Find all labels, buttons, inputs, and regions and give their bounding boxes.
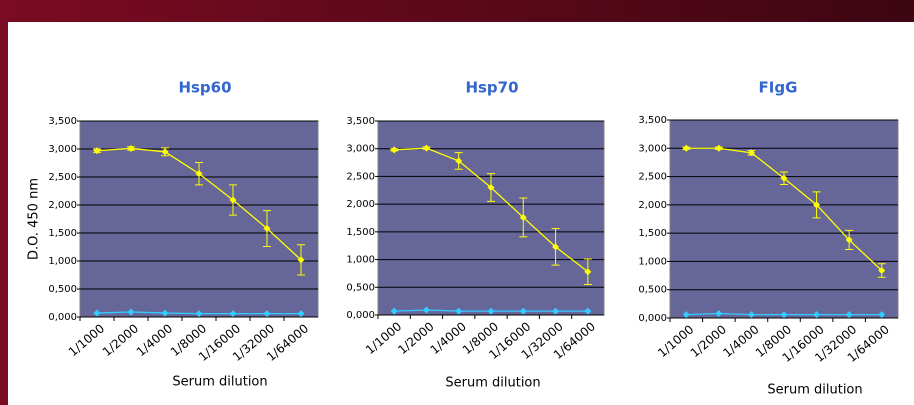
marker: [682, 144, 690, 152]
y-tick-label: 2,500: [48, 172, 77, 183]
plot-area: [669, 119, 899, 319]
left-band: [0, 0, 8, 405]
y-tick-label: 3,000: [346, 144, 375, 155]
y-tick-label: 3,000: [638, 143, 667, 154]
marker: [813, 201, 821, 209]
marker: [127, 308, 135, 316]
marker: [780, 311, 788, 319]
marker: [813, 311, 821, 319]
y-axis-label: D.O. 450 nm: [27, 178, 42, 260]
x-axis-label: Serum dilution: [172, 375, 267, 390]
y-tick-label: 1,000: [638, 256, 667, 267]
marker: [747, 149, 755, 157]
y-tick-label: 2,000: [48, 200, 77, 211]
chart-title: Hsp60: [178, 79, 231, 97]
marker: [297, 310, 305, 318]
marker: [584, 307, 592, 315]
y-tick-label: 2,500: [346, 171, 375, 182]
plot-area: [377, 120, 605, 316]
marker: [390, 307, 398, 315]
marker: [161, 309, 169, 317]
marker: [127, 144, 135, 152]
marker: [487, 184, 495, 192]
marker: [715, 309, 723, 317]
marker: [195, 170, 203, 178]
x-axis-label: Serum dilution: [767, 383, 862, 398]
marker: [161, 148, 169, 156]
y-tick-label: 0,000: [638, 313, 667, 324]
y-tick-label: 3,500: [346, 116, 375, 127]
y-tick-label: 1,000: [48, 256, 77, 267]
marker: [878, 266, 886, 274]
marker: [263, 225, 271, 233]
y-tick-label: 1,500: [48, 228, 77, 239]
chart-title: Hsp70: [465, 79, 518, 97]
plot-area: [79, 120, 319, 318]
marker: [487, 307, 495, 315]
marker: [390, 146, 398, 154]
y-tick-label: 0,000: [48, 312, 77, 323]
y-tick-label: 2,000: [346, 199, 375, 210]
marker: [455, 157, 463, 165]
marker: [519, 307, 527, 315]
y-tick-label: 0,500: [48, 284, 77, 295]
y-tick-label: 3,500: [48, 116, 77, 127]
y-tick-label: 3,000: [48, 144, 77, 155]
marker: [519, 213, 527, 221]
marker: [195, 310, 203, 318]
marker: [229, 196, 237, 204]
marker: [878, 311, 886, 319]
marker: [422, 144, 430, 152]
y-tick-label: 2,000: [638, 200, 667, 211]
marker: [747, 311, 755, 319]
marker: [552, 307, 560, 315]
marker: [229, 310, 237, 318]
y-tick-label: 0,500: [346, 282, 375, 293]
marker: [93, 309, 101, 317]
marker: [263, 310, 271, 318]
marker: [93, 147, 101, 155]
y-tick-label: 1,500: [638, 228, 667, 239]
marker: [552, 243, 560, 251]
y-tick-label: 1,500: [346, 227, 375, 238]
y-tick-label: 2,500: [638, 172, 667, 183]
marker: [584, 268, 592, 276]
chart-title: FIgG: [759, 79, 798, 97]
marker: [297, 256, 305, 264]
y-tick-label: 0,500: [638, 285, 667, 296]
marker: [422, 306, 430, 314]
y-tick-label: 0,000: [346, 310, 375, 321]
y-tick-label: 3,500: [638, 115, 667, 126]
marker: [715, 144, 723, 152]
marker: [455, 307, 463, 315]
marker: [682, 311, 690, 319]
x-axis-label: Serum dilution: [445, 376, 540, 391]
y-tick-label: 1,000: [346, 255, 375, 266]
marker: [780, 174, 788, 182]
top-band: [0, 0, 914, 22]
marker: [845, 311, 853, 319]
marker: [845, 236, 853, 244]
